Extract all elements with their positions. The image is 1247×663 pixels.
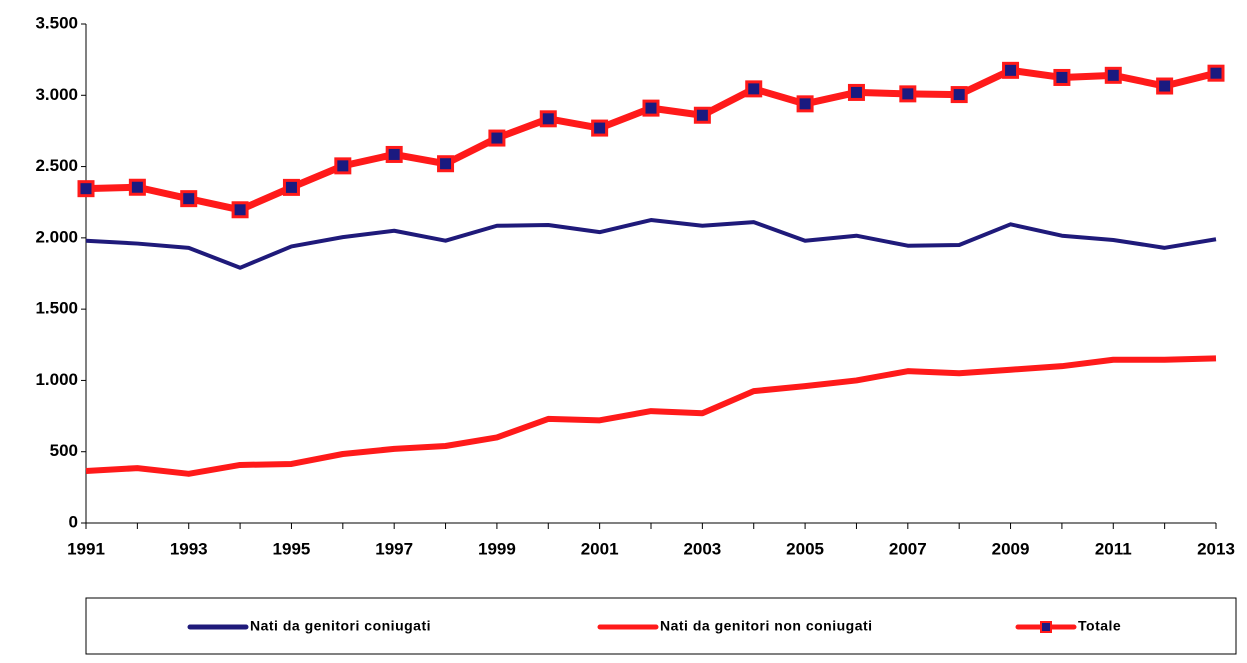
x-tick-label: 2009: [992, 539, 1030, 558]
legend-marker: [1040, 621, 1052, 633]
marker: [282, 178, 300, 196]
x-tick-label: 2005: [786, 539, 824, 558]
marker: [1156, 77, 1174, 95]
y-tick-label: 0: [69, 512, 78, 531]
y-tick-label: 3.500: [35, 13, 78, 32]
marker: [488, 129, 506, 147]
marker: [1002, 61, 1020, 79]
legend-label: Nati da genitori coniugati: [250, 618, 431, 634]
marker: [385, 145, 403, 163]
x-tick-label: 1997: [375, 539, 413, 558]
marker: [796, 95, 814, 113]
series-line: [85, 66, 1217, 214]
marker: [539, 110, 557, 128]
x-tick-label: 2003: [683, 539, 721, 558]
marker: [1207, 64, 1225, 82]
series-line: [85, 218, 1217, 270]
marker: [231, 201, 249, 219]
x-tick-label: 1995: [273, 539, 311, 558]
marker: [1053, 68, 1071, 86]
y-tick-label: 500: [50, 441, 78, 460]
y-tick-label: 1.000: [35, 370, 78, 389]
marker: [950, 86, 968, 104]
series-line: [85, 355, 1217, 477]
marker: [591, 119, 609, 137]
marker: [642, 99, 660, 117]
marker: [847, 83, 865, 101]
legend: Nati da genitori coniugati Nati da genito…: [187, 618, 1121, 634]
x-tick-label: 1999: [478, 539, 516, 558]
marker: [77, 180, 95, 198]
marker: [180, 190, 198, 208]
marker: [437, 155, 455, 173]
y-tick-label: 2.000: [35, 227, 78, 246]
legend-box: [85, 597, 1237, 655]
marker: [745, 80, 763, 98]
x-tick-label: 1993: [170, 539, 208, 558]
legend-label: Totale: [1078, 618, 1121, 634]
marker: [334, 157, 352, 175]
x-tick-label: 1991: [67, 539, 105, 558]
y-tick-label: 3.000: [35, 85, 78, 104]
x-tick-label: 2001: [581, 539, 619, 558]
marker: [899, 85, 917, 103]
y-tick-label: 1.500: [35, 299, 78, 318]
x-tick-label: 2013: [1197, 539, 1235, 558]
marker: [693, 106, 711, 124]
x-tick-label: 2011: [1095, 539, 1132, 558]
marker: [128, 178, 146, 196]
marker: [1104, 66, 1122, 84]
y-tick-label: 2.500: [35, 156, 78, 175]
x-tick-label: 2007: [889, 539, 927, 558]
legend-label: Nati da genitori non coniugati: [660, 618, 873, 634]
